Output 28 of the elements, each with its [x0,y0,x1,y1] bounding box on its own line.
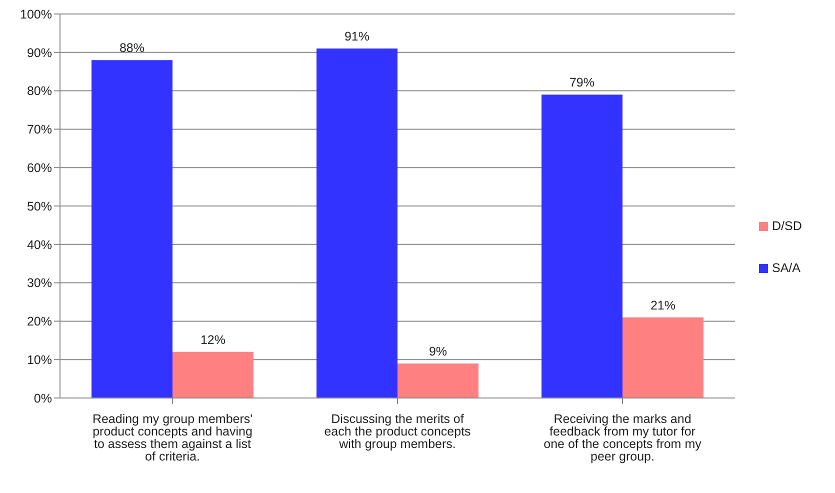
data-label: 9% [428,344,448,358]
y-tick-label: 50% [26,199,52,214]
y-tick-label: 100% [20,7,52,22]
data-label: 21% [650,298,676,312]
y-tick-label: 90% [26,46,52,60]
bar [92,60,172,398]
x-tick-label: Discussing the merits of each the product concepts with group members. [324,412,471,451]
x-tick-label: Reading my group members' product concepts and having to assess them against a list of criteria. [92,412,253,464]
y-tick-label: 60% [26,161,52,176]
data-label: 12% [200,332,226,347]
legend-label: SA/A [772,260,800,274]
y-tick-label: 20% [26,314,52,329]
bar [316,48,398,398]
legend-label: D/SD [772,218,802,232]
y-tick-label: 0% [34,391,52,406]
data-label: 91% [344,30,370,44]
data-label: 88% [119,41,145,56]
data-label: 79% [569,76,595,90]
y-tick-label: 70% [26,122,52,137]
bar [398,363,478,398]
x-tick-label: Receiving the marks and feedback from my tutor for one of the concepts from my peer group. [544,412,702,464]
bar [622,317,704,398]
y-tick-label: 80% [26,84,52,98]
y-tick-label: 10% [26,353,52,368]
y-tick-label: 30% [26,276,52,290]
y-tick-label: 40% [26,238,52,252]
bar [172,352,254,398]
bar [542,94,622,398]
